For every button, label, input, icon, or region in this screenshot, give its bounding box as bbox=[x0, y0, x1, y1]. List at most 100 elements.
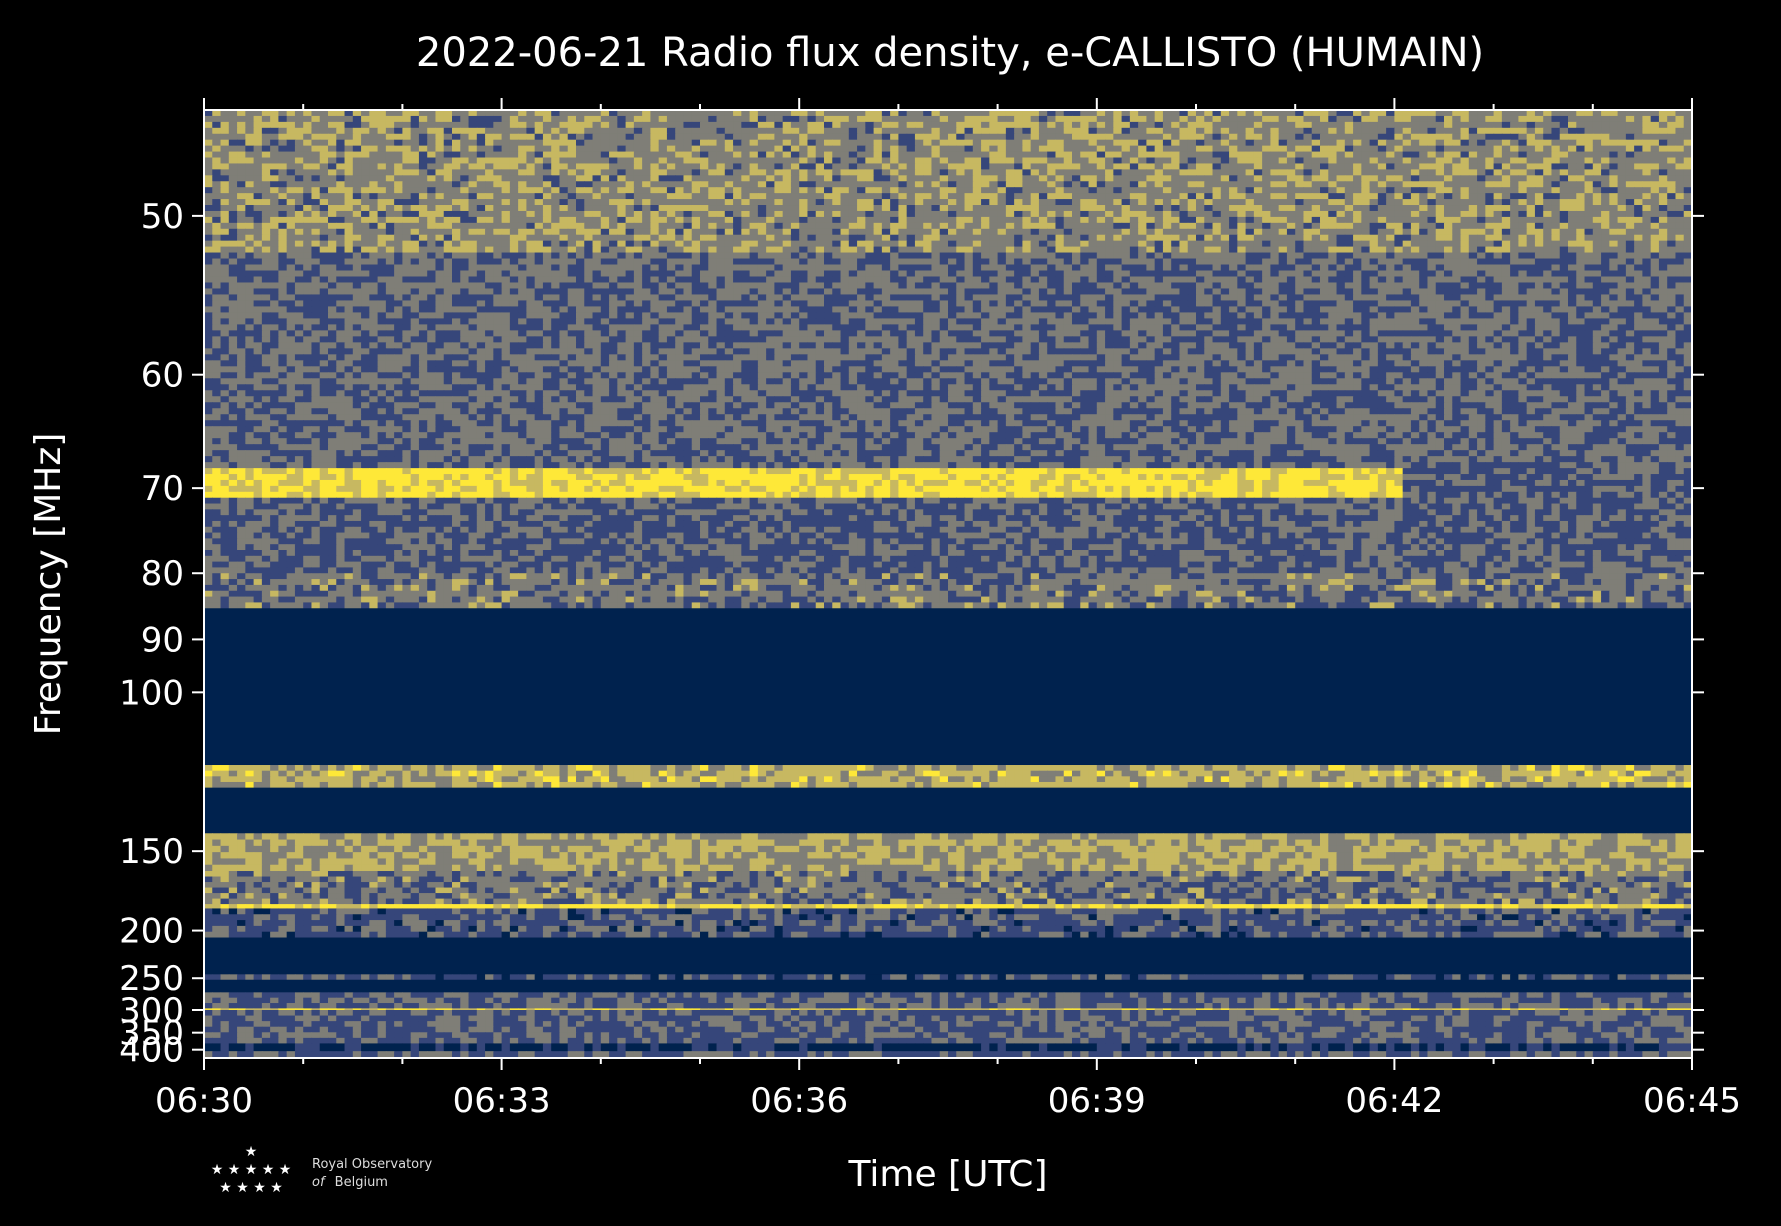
heatmap-cell bbox=[724, 210, 734, 218]
heatmap-cell bbox=[857, 151, 866, 159]
heatmap-cell bbox=[683, 264, 693, 272]
heatmap-cell bbox=[1369, 193, 1379, 200]
heatmap-cell bbox=[906, 210, 916, 218]
heatmap-cell bbox=[633, 110, 643, 117]
heatmap-cell bbox=[1609, 187, 1619, 194]
heatmap-cell bbox=[518, 210, 527, 218]
heatmap-cell bbox=[394, 240, 403, 248]
heatmap-cell bbox=[881, 157, 891, 165]
heatmap-cell bbox=[1320, 228, 1329, 236]
heatmap-cell bbox=[567, 222, 577, 230]
heatmap-cell bbox=[865, 199, 875, 206]
heatmap-cell bbox=[435, 234, 445, 242]
heatmap-cell bbox=[881, 121, 891, 129]
heatmap-cell bbox=[1493, 151, 1503, 159]
heatmap-cell bbox=[485, 181, 494, 188]
heatmap-cell bbox=[385, 246, 395, 254]
heatmap-cell bbox=[981, 222, 990, 230]
heatmap-cell bbox=[435, 139, 445, 147]
heatmap-cell bbox=[906, 270, 916, 278]
heatmap-cell bbox=[237, 175, 246, 182]
heatmap-cell bbox=[633, 175, 643, 182]
heatmap-cell bbox=[1038, 210, 1048, 218]
heatmap-cell bbox=[1096, 145, 1106, 153]
heatmap-cell bbox=[328, 181, 337, 188]
heatmap-cell bbox=[1204, 157, 1214, 165]
heatmap-cell bbox=[782, 187, 792, 194]
heatmap-cell bbox=[1063, 193, 1073, 200]
heatmap-cell bbox=[1196, 139, 1205, 147]
heatmap-cell bbox=[1295, 169, 1305, 176]
heatmap-cell bbox=[956, 228, 966, 236]
heatmap-cell bbox=[1105, 163, 1114, 170]
heatmap-cell bbox=[501, 205, 511, 212]
heatmap-cell bbox=[294, 246, 304, 254]
heatmap-cell bbox=[435, 115, 445, 123]
heatmap-cell bbox=[1278, 169, 1288, 176]
heatmap-cell bbox=[1394, 121, 1404, 129]
heatmap-cell bbox=[385, 115, 395, 123]
heatmap-cell bbox=[1138, 270, 1147, 278]
heatmap-cell bbox=[1220, 133, 1230, 141]
heatmap-cell bbox=[1361, 252, 1371, 260]
heatmap-cell bbox=[1625, 205, 1635, 212]
heatmap-cell bbox=[1055, 163, 1065, 170]
heatmap-cell bbox=[832, 199, 842, 206]
heatmap-cell bbox=[1609, 169, 1619, 176]
heatmap-cell bbox=[1625, 115, 1635, 123]
heatmap-cell bbox=[303, 216, 313, 224]
heatmap-cell bbox=[1543, 246, 1553, 254]
heatmap-cell bbox=[1303, 228, 1313, 236]
heatmap-cell bbox=[1336, 110, 1346, 117]
heatmap-cell bbox=[278, 252, 288, 260]
heatmap-cell bbox=[1658, 210, 1668, 218]
heatmap-cell bbox=[427, 145, 437, 153]
heatmap-cell bbox=[1493, 222, 1503, 230]
heatmap-cell bbox=[1253, 181, 1263, 188]
heatmap-cell bbox=[683, 270, 693, 278]
heatmap-cell bbox=[1063, 133, 1073, 141]
heatmap-cell bbox=[1526, 199, 1536, 206]
heatmap-cell bbox=[683, 187, 693, 194]
heatmap-cell bbox=[939, 240, 949, 248]
heatmap-cell bbox=[1551, 169, 1561, 176]
heatmap-cell bbox=[956, 145, 966, 153]
heatmap-cell bbox=[592, 216, 602, 224]
heatmap-cell bbox=[1278, 121, 1288, 129]
heatmap-cell bbox=[1286, 151, 1296, 159]
heatmap-cell bbox=[518, 145, 527, 153]
heatmap-cell bbox=[1005, 151, 1015, 159]
heatmap-cell bbox=[898, 270, 908, 278]
heatmap-cell bbox=[1171, 246, 1181, 254]
heatmap-cell bbox=[708, 110, 718, 117]
heatmap-cell bbox=[485, 110, 494, 117]
heatmap-cell bbox=[1468, 187, 1478, 194]
heatmap-cell bbox=[1253, 139, 1263, 147]
heatmap-cell bbox=[237, 157, 246, 165]
heatmap-cell bbox=[394, 121, 403, 129]
heatmap-cell bbox=[1096, 228, 1106, 236]
heatmap-cell bbox=[865, 234, 875, 242]
heatmap-cell bbox=[724, 115, 734, 123]
heatmap-cell bbox=[956, 264, 966, 272]
heatmap-cell bbox=[328, 169, 337, 176]
heatmap-cell bbox=[1286, 181, 1296, 188]
heatmap-cell bbox=[1485, 193, 1495, 200]
heatmap-cell bbox=[1353, 169, 1362, 176]
heatmap-cell bbox=[1212, 240, 1222, 248]
heatmap-cell bbox=[650, 145, 660, 153]
heatmap-cell bbox=[1625, 133, 1635, 141]
heatmap-cell bbox=[559, 115, 569, 123]
heatmap-cell bbox=[526, 264, 536, 272]
heatmap-cell bbox=[1303, 145, 1313, 153]
heatmap-cell bbox=[1253, 264, 1263, 272]
heatmap-cell bbox=[1129, 246, 1139, 254]
heatmap-cell bbox=[212, 228, 222, 236]
heatmap-cell bbox=[1609, 181, 1619, 188]
heatmap-cell bbox=[551, 210, 561, 218]
heatmap-cell bbox=[1526, 139, 1536, 147]
heatmap-cell bbox=[1237, 133, 1247, 141]
heatmap-cell bbox=[724, 199, 734, 206]
heatmap-cell bbox=[1419, 175, 1429, 182]
heatmap-cell bbox=[460, 246, 470, 254]
